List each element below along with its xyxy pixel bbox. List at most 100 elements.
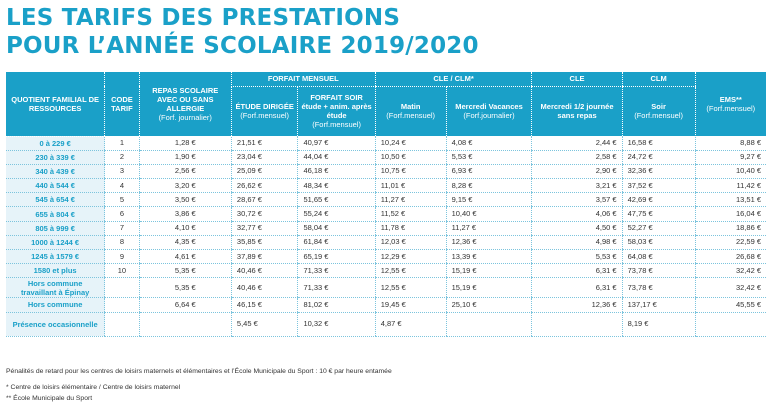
header-forfait-soir: FORFAIT SOIR étude + anim. après étude (… (297, 86, 376, 136)
mercredi-vacances-cell: 4,08 € (445, 136, 532, 151)
matin-cell: 19,45 € (374, 297, 447, 313)
mercredi-demi-cell: 3,57 € (531, 192, 623, 208)
etude-cell: 40,46 € (230, 277, 298, 299)
mercredi-vacances-cell: 13,39 € (445, 249, 532, 265)
mercredi-demi-cell: 12,36 € (531, 297, 623, 313)
matin-cell: 10,24 € (374, 136, 447, 151)
quotient-cell: Hors commune (6, 297, 105, 313)
etude-cell: 23,04 € (230, 150, 298, 165)
etude-cell: 46,15 € (230, 297, 298, 313)
table-row: 655 à 804 €6 3,86 €30,72 €55,24 €11,52 €1… (6, 206, 766, 222)
table-row: 340 à 439 €3 2,56 €25,09 €46,18 €10,75 €6… (6, 164, 766, 180)
ems-cell: 45,55 € (694, 297, 766, 313)
ems-cell: 26,68 € (694, 249, 766, 265)
soir-cell: 73,78 € (621, 263, 696, 279)
matin-cell: 11,52 € (374, 206, 447, 222)
quotient-cell: 1000 à 1244 € (6, 235, 105, 251)
etude-cell: 30,72 € (230, 206, 298, 222)
table-row: 1580 et plus 10 5,35 €40,46 €71,33 €12,55 … (6, 263, 766, 279)
mercredi-demi-cell: 4,50 € (531, 221, 623, 236)
header-soir-label: Soir (651, 102, 666, 112)
repas-cell: 3,86 € (138, 206, 232, 222)
header-etude-sub: (Forf.mensuel) (240, 111, 290, 121)
header-matin-label: Matin (400, 102, 421, 112)
ems-cell: 8,88 € (694, 136, 766, 151)
header-matin: Matin (Forf.mensuel) (374, 86, 447, 136)
code-cell (104, 297, 140, 313)
tariff-table-body: 0 à 229 €1 1,28 €21,51 €40,97 €10,24 €4,0… (6, 136, 766, 337)
code-cell: 5 (104, 192, 140, 208)
mercredi-vacances-cell: 15,19 € (445, 277, 532, 299)
code-cell: 4 (104, 178, 140, 194)
ems-cell: 18,86 € (694, 221, 766, 236)
forfait-soir-cell: 71,33 € (297, 277, 376, 299)
table-row: 545 à 654 €5 3,50 €28,67 €51,65 €11,27 €9… (6, 192, 766, 208)
ems-cell: 32,42 € (694, 263, 766, 279)
tariff-table-wrapper: QUOTIENT FAMILIAL DE RESSOURCES CODE TAR… (6, 72, 766, 337)
mercredi-vacances-cell: 9,15 € (445, 192, 532, 208)
soir-cell: 8,19 € (621, 312, 696, 337)
repas-cell: 4,10 € (138, 221, 232, 236)
ems-cell: 16,04 € (694, 206, 766, 222)
tariff-table: QUOTIENT FAMILIAL DE RESSOURCES CODE TAR… (6, 72, 766, 337)
header-soir: Soir (Forf.mensuel) (621, 86, 696, 136)
header-etude-label: ÉTUDE DIRIGÉE (235, 102, 294, 112)
table-row: Hors commune travaillant à Épinay 5,35 €4… (6, 277, 766, 299)
quotient-cell: 655 à 804 € (6, 206, 105, 222)
header-ems: EMS** (Forf.mensuel) (694, 72, 766, 137)
header-etude: ÉTUDE DIRIGÉE (Forf.mensuel) (230, 86, 298, 136)
mercredi-demi-cell: 5,53 € (531, 249, 623, 265)
header-mercredi-vacances: Mercredi Vacances (Forf.journalier) (445, 86, 532, 136)
ems-cell: 11,42 € (694, 178, 766, 194)
matin-cell: 12,55 € (374, 263, 447, 279)
matin-cell: 12,03 € (374, 235, 447, 251)
forfait-soir-cell: 10,32 € (297, 312, 376, 337)
forfait-soir-cell: 40,97 € (297, 136, 376, 151)
code-cell: 1 (104, 136, 140, 151)
repas-cell: 4,61 € (138, 249, 232, 265)
soir-cell: 16,58 € (621, 136, 696, 151)
table-row: 230 à 339 €2 1,90 €23,04 €44,04 €10,50 €5… (6, 150, 766, 165)
quotient-cell: Hors commune travaillant à Épinay (6, 277, 105, 299)
mercredi-vacances-cell: 5,53 € (445, 150, 532, 165)
header-code-tarif: CODE TARIF (104, 72, 140, 137)
soir-cell: 52,27 € (621, 221, 696, 236)
repas-cell: 5,35 € (138, 277, 232, 299)
header-matin-sub: (Forf.mensuel) (386, 111, 436, 121)
forfait-soir-cell: 51,65 € (297, 192, 376, 208)
code-cell: 7 (104, 221, 140, 236)
footnote-cle-clm: * Centre de loisirs élémentaire / Centre… (6, 384, 181, 391)
quotient-cell: 545 à 654 € (6, 192, 105, 208)
soir-cell: 24,72 € (621, 150, 696, 165)
mercredi-vacances-cell: 11,27 € (445, 221, 532, 236)
code-cell: 10 (104, 263, 140, 279)
header-mercredi-demi: Mercredi 1/2 journée sans repas (531, 86, 623, 136)
code-cell: 9 (104, 249, 140, 265)
repas-cell: 4,35 € (138, 235, 232, 251)
matin-cell: 11,01 € (374, 178, 447, 194)
mercredi-demi-cell: 2,90 € (531, 164, 623, 180)
mercredi-demi-cell: 4,98 € (531, 235, 623, 251)
header-repas: REPAS SCOLAIRE AVEC OU SANS ALLERGIE (Fo… (138, 72, 232, 137)
matin-cell: 11,27 € (374, 192, 447, 208)
etude-cell: 5,45 € (230, 312, 298, 337)
soir-cell: 64,08 € (621, 249, 696, 265)
quotient-cell: 1245 à 1579 € (6, 249, 105, 265)
repas-cell (138, 312, 232, 337)
mercredi-vacances-cell: 15,19 € (445, 263, 532, 279)
forfait-soir-cell: 71,33 € (297, 263, 376, 279)
forfait-soir-cell: 48,34 € (297, 178, 376, 194)
header-repas-sub: (Forf. journalier) (158, 112, 212, 122)
repas-cell: 1,90 € (138, 150, 232, 165)
table-row: Hors commune 6,64 €46,15 €81,02 €19,45 €2… (6, 297, 766, 313)
table-row: 440 à 544 €4 3,20 €26,62 €48,34 €11,01 €8… (6, 178, 766, 194)
header-soir-sub: (Forf.mensuel) (634, 111, 683, 121)
code-cell: 6 (104, 206, 140, 222)
etude-cell: 32,77 € (230, 221, 298, 236)
mercredi-demi-cell: 3,21 € (531, 178, 623, 194)
forfait-soir-cell: 65,19 € (297, 249, 376, 265)
matin-cell: 12,55 € (374, 277, 447, 299)
table-row: 1245 à 1579 €9 4,61 €37,89 €65,19 €12,29 … (6, 249, 766, 265)
code-cell: 2 (104, 150, 140, 165)
header-quotient: QUOTIENT FAMILIAL DE RESSOURCES (6, 72, 105, 137)
